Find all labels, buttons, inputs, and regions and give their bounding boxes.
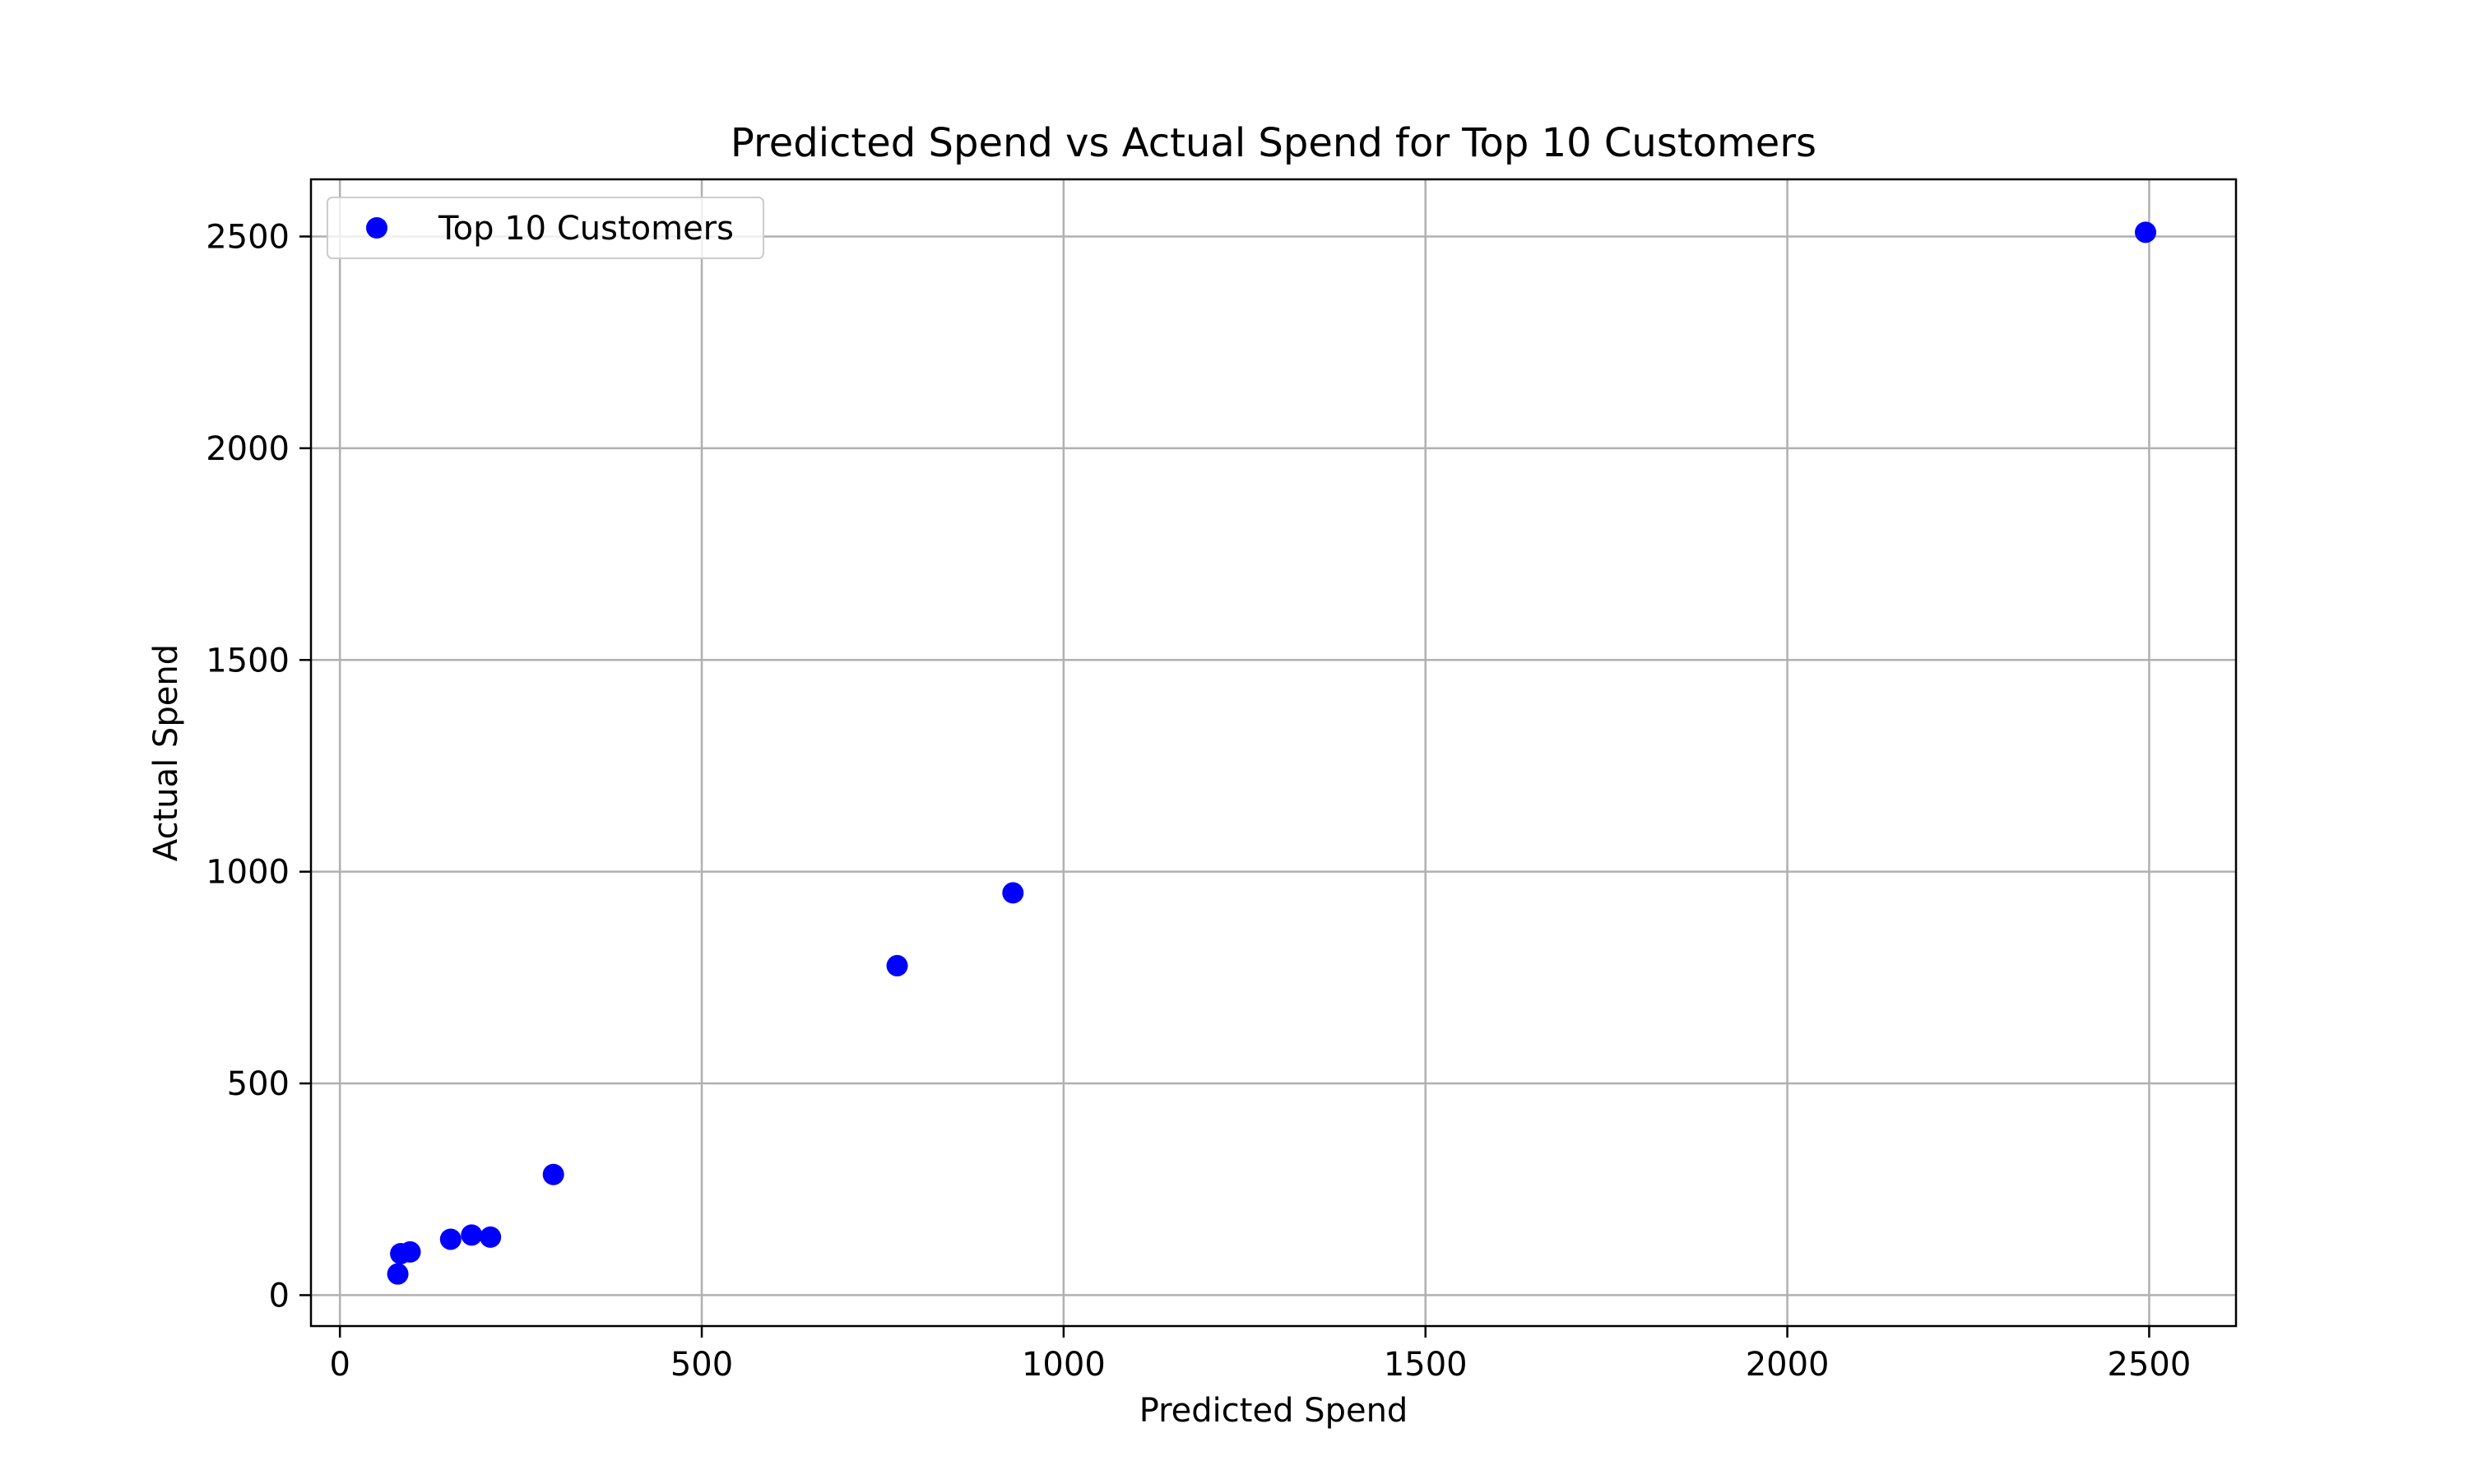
y-tick-label: 1000 — [206, 854, 290, 892]
data-points — [387, 221, 2157, 1285]
x-tick-label: 2500 — [2108, 1346, 2192, 1384]
scatter-point — [542, 1163, 564, 1185]
scatter-point — [886, 954, 908, 976]
y-tick-label: 2000 — [206, 430, 290, 468]
x-tick-label: 500 — [670, 1346, 733, 1384]
x-tick-label: 0 — [329, 1346, 350, 1384]
y-tick-label: 1500 — [206, 642, 290, 679]
plot-area-frame — [309, 178, 2238, 1328]
x-axis-label: Predicted Spend — [1139, 1392, 1408, 1430]
x-tick-label: 1500 — [1384, 1346, 1468, 1384]
axis-ticks: 0 500 1000 1500 2000 2500 0 500 1000 1500 2000 2500 — [206, 218, 2191, 1384]
y-tick-label: 2500 — [206, 218, 290, 256]
legend-box — [327, 197, 764, 259]
y-tick-label: 500 — [227, 1065, 290, 1103]
legend-label: Top 10 Customers — [438, 210, 734, 248]
x-tick-label: 2000 — [1746, 1346, 1830, 1384]
x-tick-label: 1000 — [1022, 1346, 1106, 1384]
scatter-point — [461, 1224, 483, 1246]
y-tick-label: 0 — [269, 1277, 290, 1315]
scatter-point — [387, 1263, 409, 1285]
scatter-point — [390, 1242, 412, 1264]
legend-marker — [366, 217, 387, 239]
scatter-point — [439, 1228, 462, 1250]
scatter-point — [480, 1226, 502, 1248]
scatter-point — [1002, 882, 1024, 904]
chart-title: Predicted Spend vs Actual Spend for Top … — [731, 120, 1816, 166]
grid-lines — [311, 179, 2236, 1326]
y-axis-label: Actual Spend — [147, 644, 185, 861]
legend: Top 10 Customers — [327, 197, 764, 259]
scatter-point — [2135, 221, 2157, 243]
